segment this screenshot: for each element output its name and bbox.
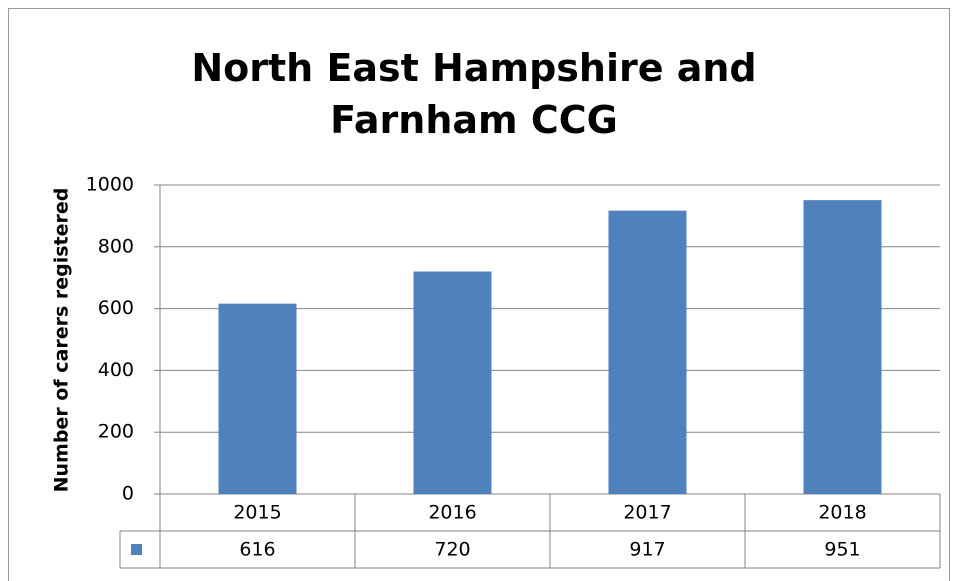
legend-key [131,544,142,555]
bar [413,271,492,494]
y-tick-label: 0 [122,483,134,505]
y-tick-label: 200 [98,421,134,443]
y-tick-label: 600 [98,297,134,319]
bar [218,303,297,494]
bar [608,210,687,494]
x-tick-label: 2015 [233,502,281,524]
y-tick-label: 1000 [86,174,134,196]
table-value: 917 [629,539,665,561]
y-tick-label: 800 [98,235,134,257]
table-value: 720 [434,539,470,561]
chart-title: North East Hampshire and Farnham CCG [191,46,757,142]
y-axis-label: Number of carers registered [51,188,73,493]
x-tick-label: 2017 [623,502,671,524]
table-value: 616 [239,539,275,561]
x-tick-label: 2016 [428,502,476,524]
table-value: 951 [824,539,860,561]
x-tick-label: 2018 [818,502,866,524]
chart-border [8,8,950,581]
bar [803,200,882,495]
y-tick-label: 400 [98,359,134,381]
